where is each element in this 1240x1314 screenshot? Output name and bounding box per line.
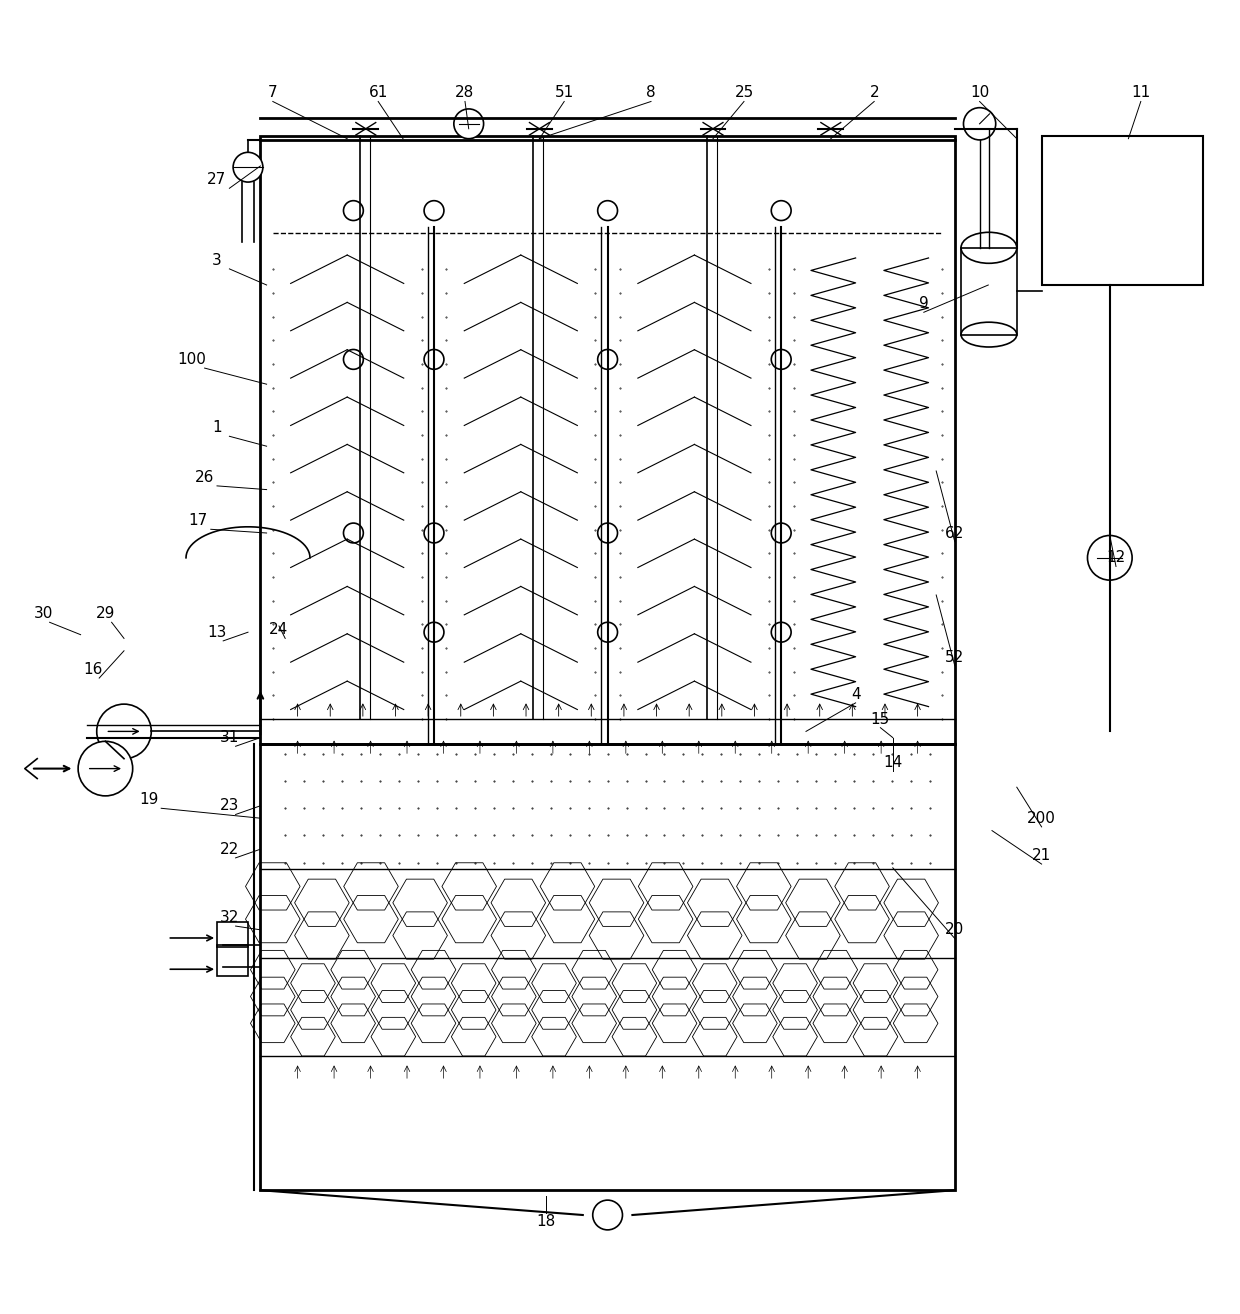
Text: 31: 31 [219,731,239,745]
Text: 15: 15 [870,711,890,727]
Circle shape [771,201,791,221]
Text: 27: 27 [207,172,227,187]
Circle shape [424,201,444,221]
Text: 24: 24 [269,623,289,637]
Circle shape [771,523,791,543]
Text: 8: 8 [646,85,656,100]
Circle shape [1087,536,1132,579]
Text: 30: 30 [33,606,53,622]
Bar [260,137,955,744]
Circle shape [598,350,618,369]
Text: 3: 3 [212,252,222,268]
Circle shape [78,741,133,796]
Bar [1042,137,1203,285]
Text: 16: 16 [83,662,103,677]
Text: 2: 2 [869,85,879,100]
Circle shape [424,523,444,543]
Circle shape [771,623,791,643]
Text: 25: 25 [734,85,754,100]
Circle shape [454,109,484,139]
Circle shape [424,623,444,643]
Text: 12: 12 [1106,551,1126,565]
Text: 62: 62 [945,526,965,540]
Circle shape [598,623,618,643]
Text: 18: 18 [536,1214,556,1229]
Circle shape [598,201,618,221]
Text: 14: 14 [883,756,903,770]
Text: 17: 17 [188,512,208,528]
Circle shape [424,350,444,369]
Text: 200: 200 [1027,811,1056,825]
Text: 7: 7 [268,85,278,100]
Circle shape [771,350,791,369]
Text: 23: 23 [219,799,239,813]
Text: 20: 20 [945,922,965,937]
Circle shape [343,350,363,369]
Text: 22: 22 [219,842,239,857]
Bar [217,945,248,976]
Text: 1: 1 [212,420,222,435]
Circle shape [593,1200,622,1230]
Text: 10: 10 [970,85,990,100]
Text: 28: 28 [455,85,475,100]
Text: 9: 9 [919,296,929,311]
Circle shape [233,152,263,183]
Bar [217,922,248,947]
Text: 19: 19 [139,792,159,807]
Circle shape [343,201,363,221]
Text: 51: 51 [554,85,574,100]
Circle shape [598,523,618,543]
Text: 11: 11 [1131,85,1151,100]
Circle shape [97,704,151,758]
Text: 32: 32 [219,909,239,925]
Circle shape [963,108,996,139]
Text: 13: 13 [207,624,227,640]
Bar [961,248,1017,335]
Text: 29: 29 [95,606,115,622]
Text: 26: 26 [195,469,215,485]
Text: 4: 4 [851,687,861,702]
Circle shape [343,523,363,543]
Text: 100: 100 [177,352,207,367]
Text: 21: 21 [1032,848,1052,863]
Text: 61: 61 [368,85,388,100]
Bar [260,744,955,1190]
Text: 52: 52 [945,649,965,665]
